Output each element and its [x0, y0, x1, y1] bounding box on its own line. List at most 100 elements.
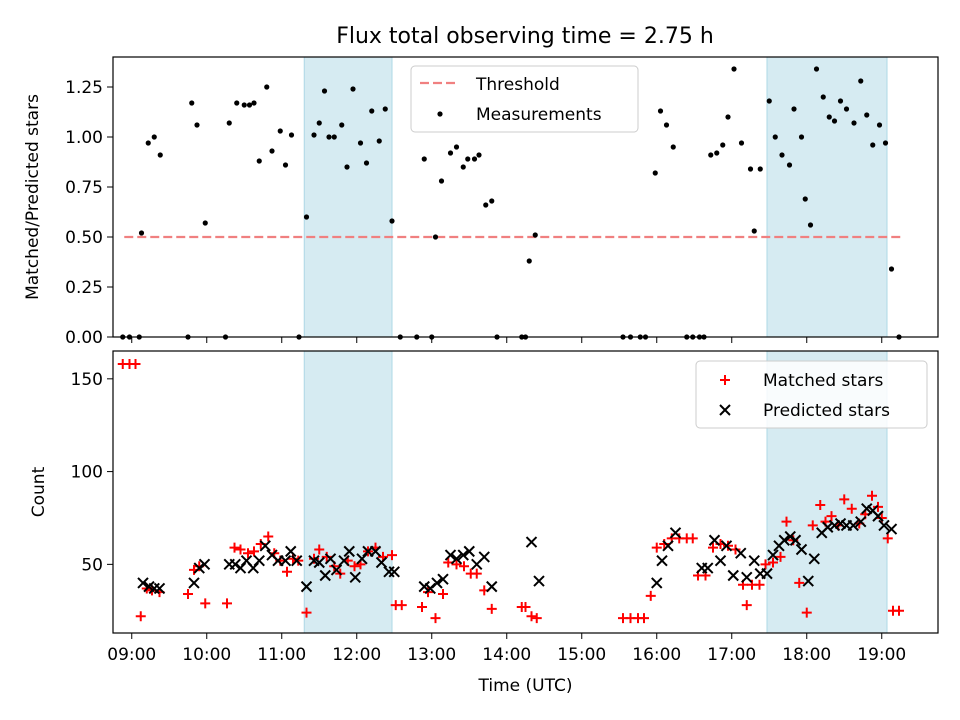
matched-star-point: [723, 540, 733, 551]
x-tick-label: 12:00: [332, 645, 381, 665]
matched-star-point: [423, 587, 433, 598]
measurement-point: [714, 150, 720, 156]
measurement-point: [460, 164, 466, 170]
x-tick-label: 19:00: [857, 645, 906, 665]
chart-title: Flux total observing time = 2.75 h: [336, 24, 714, 49]
legend-box: [410, 65, 639, 133]
legend: Threshold Measurements: [410, 65, 639, 133]
matched-star-point: [526, 611, 537, 622]
measurement-point: [652, 170, 658, 176]
matched-star-point: [846, 503, 857, 514]
predicted-star-point: [872, 510, 884, 522]
y-tick-label: 0.75: [65, 178, 103, 198]
measurement-point: [779, 152, 785, 158]
measurement-point: [471, 156, 478, 162]
measurement-point: [151, 134, 157, 140]
y-tick-label: 0.00: [65, 328, 103, 348]
predicted-star-point: [808, 553, 820, 565]
matched-star-point: [659, 538, 670, 549]
measurement-point: [189, 100, 195, 106]
matched-star-point: [486, 603, 497, 614]
measurement-point: [813, 66, 820, 72]
measurement-point: [864, 112, 870, 118]
predicted-star-point: [727, 569, 739, 582]
matched-star-point: [263, 531, 274, 542]
measurement-point: [772, 134, 778, 140]
measurement-point: [858, 78, 864, 84]
measurement-point: [876, 122, 883, 128]
matched-star-point: [687, 533, 698, 544]
matched-star-point: [459, 561, 469, 572]
matched-star-point: [645, 590, 656, 601]
predicted-star-point: [478, 551, 490, 563]
measurement-point: [708, 152, 714, 158]
matched-star-point: [301, 607, 312, 618]
measurement-point: [350, 86, 356, 92]
matched-star-point: [387, 550, 397, 561]
predicted-star-point: [533, 575, 545, 587]
measurement-point: [194, 122, 200, 128]
predicted-star-point: [669, 527, 682, 539]
measurement-point: [251, 100, 257, 106]
measurement-point: [363, 160, 370, 166]
predicted-star-point: [847, 519, 859, 532]
measurement-point: [256, 158, 262, 164]
measurement-point: [145, 140, 151, 146]
measurement-point: [851, 120, 857, 126]
matched-star-point: [229, 542, 240, 553]
matched-star-point: [775, 551, 786, 562]
measurement-point: [157, 152, 163, 158]
predicted-star-point: [324, 553, 337, 565]
measurement-point: [802, 196, 808, 202]
matched-star-point: [801, 607, 812, 618]
x-tick-label: 11:00: [257, 645, 306, 665]
predicted-star-point: [153, 582, 166, 595]
predicted-star-point: [761, 567, 773, 580]
predicted-star-point: [148, 582, 160, 595]
matched-star-point: [451, 559, 462, 570]
shaded-interval: [766, 56, 888, 338]
predicted-star-point: [444, 549, 457, 561]
measurement-point: [489, 198, 495, 204]
matched-star-point: [839, 494, 850, 505]
x-tick-label: 13:00: [407, 645, 456, 665]
matched-star-point: [876, 512, 887, 523]
predicted-star-point: [369, 545, 382, 558]
count-points: [117, 358, 904, 624]
legend-predicted-label: Predicted stars: [763, 401, 890, 421]
y-tick-label: 0.25: [65, 278, 103, 298]
measurement-point: [657, 108, 664, 114]
predicted-star-point: [349, 571, 361, 584]
measurement-point: [453, 144, 460, 150]
measurement-point: [326, 134, 332, 140]
measurement-point: [376, 138, 382, 144]
measurement-point: [738, 140, 745, 146]
x-tick-label: 17:00: [707, 645, 756, 665]
x-tick-label: 14:00: [482, 645, 531, 665]
measurement-point: [807, 222, 814, 228]
measurement-point: [766, 98, 772, 104]
matched-star-point: [130, 358, 141, 369]
matched-star-point: [754, 579, 765, 590]
predicted-star-point: [330, 564, 343, 576]
predicted-star-point: [188, 577, 200, 589]
measurement-point: [389, 218, 395, 224]
measurement-point: [882, 140, 889, 146]
matched-star-point: [309, 553, 319, 564]
measurement-point: [344, 164, 350, 170]
matched-star-point: [471, 568, 482, 579]
predicted-star-point: [778, 534, 790, 546]
measurement-point: [432, 234, 439, 240]
predicted-star-point: [525, 536, 538, 548]
matched-star-point: [894, 605, 904, 616]
legend-matched-swatch: [720, 375, 730, 385]
matched-star-point: [826, 511, 837, 522]
predicted-star-point: [234, 562, 247, 574]
matched-star-point: [708, 542, 718, 553]
measurement-point: [202, 220, 208, 226]
y-axis-ticks: 0.00 0.25 0.50 0.75 1.00 1.25: [65, 78, 113, 348]
measurement-point: [303, 214, 310, 220]
matched-star-point: [882, 533, 893, 544]
matched-star-point: [807, 520, 818, 531]
predicted-star-point: [198, 558, 211, 571]
